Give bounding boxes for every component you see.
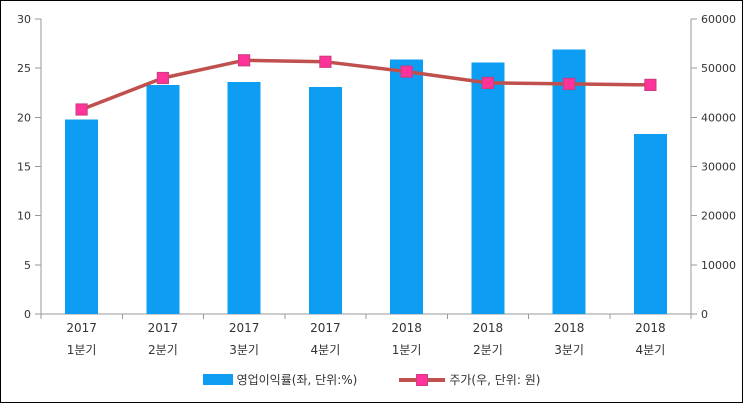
line-marker-icon	[644, 78, 657, 92]
legend-item-stock-price: 주가(우, 단위: 원)	[399, 371, 540, 388]
svg-text:1분기: 1분기	[67, 343, 97, 357]
x-axis	[40, 313, 692, 319]
svg-text:3분기: 3분기	[554, 343, 584, 357]
svg-text:15: 15	[17, 161, 31, 174]
bar-series	[65, 49, 667, 315]
svg-text:30: 30	[17, 13, 31, 26]
legend-label-stock-price: 주가(우, 단위: 원)	[449, 373, 541, 387]
price-line-series	[75, 54, 657, 116]
svg-text:2017: 2017	[310, 321, 341, 335]
left-axis	[35, 18, 42, 315]
svg-text:2분기: 2분기	[148, 343, 178, 357]
legend-label-operating-margin: 영업이익률(좌, 단위:%)	[236, 373, 358, 387]
svg-text:20000: 20000	[701, 210, 736, 223]
svg-text:10000: 10000	[701, 259, 736, 272]
bar-swatch-icon	[202, 374, 233, 385]
svg-text:2017: 2017	[148, 321, 179, 335]
svg-text:20: 20	[17, 111, 31, 124]
svg-text:0: 0	[24, 308, 31, 321]
svg-text:4분기: 4분기	[636, 343, 666, 357]
line-marker-swatch-icon	[399, 373, 446, 386]
svg-text:5: 5	[24, 259, 31, 272]
right-axis-labels: 0 10000 20000 30000 40000 50000 60000	[701, 13, 736, 321]
svg-text:2018: 2018	[473, 321, 504, 335]
svg-text:2분기: 2분기	[473, 343, 503, 357]
svg-text:50000: 50000	[701, 62, 736, 75]
category-labels: 2017 1분기 2017 2분기 2017 3분기 2017 4분기 2018 1분기 2018 2…	[66, 321, 665, 357]
svg-text:60000: 60000	[701, 13, 736, 26]
line-marker-icon	[156, 71, 169, 85]
line-marker-icon	[400, 65, 413, 78]
line-marker-icon	[238, 54, 251, 67]
svg-text:40000: 40000	[701, 111, 736, 124]
svg-text:2018: 2018	[635, 321, 666, 335]
legend-item-operating-margin: 영업이익률(좌, 단위:%)	[202, 371, 358, 388]
left-axis-labels: 0 5 10 15 20 25 30	[17, 13, 31, 321]
svg-text:2017: 2017	[66, 321, 97, 335]
line-marker-icon	[75, 103, 88, 116]
line-marker-icon	[319, 55, 332, 68]
chart-legend: 영업이익률(좌, 단위:%) 주가(우, 단위: 원)	[1, 371, 742, 388]
svg-text:2017: 2017	[229, 321, 260, 335]
svg-text:30000: 30000	[701, 161, 736, 174]
svg-text:3분기: 3분기	[229, 343, 259, 357]
svg-text:25: 25	[17, 62, 31, 75]
svg-text:10: 10	[17, 210, 31, 223]
line-marker-icon	[481, 76, 494, 90]
svg-text:2018: 2018	[391, 321, 422, 335]
svg-text:1분기: 1분기	[392, 343, 422, 357]
right-axis	[690, 18, 697, 315]
svg-text:4분기: 4분기	[311, 343, 341, 357]
svg-text:0: 0	[701, 308, 708, 321]
line-marker-icon	[562, 77, 576, 91]
svg-text:2018: 2018	[554, 321, 585, 335]
